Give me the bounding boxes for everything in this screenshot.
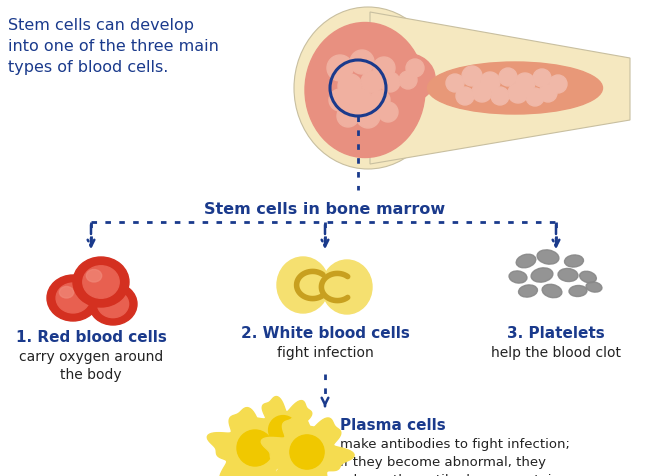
- Circle shape: [380, 72, 400, 92]
- Circle shape: [539, 84, 557, 102]
- Circle shape: [268, 416, 298, 445]
- Ellipse shape: [564, 255, 584, 267]
- Ellipse shape: [47, 275, 99, 321]
- Ellipse shape: [294, 7, 442, 169]
- Circle shape: [327, 55, 353, 81]
- Circle shape: [378, 102, 398, 122]
- Text: help the blood clot: help the blood clot: [491, 346, 621, 360]
- Circle shape: [549, 75, 567, 93]
- Text: Plasma cells: Plasma cells: [340, 418, 446, 433]
- Ellipse shape: [519, 285, 538, 297]
- Ellipse shape: [542, 284, 562, 298]
- Circle shape: [526, 88, 544, 106]
- Circle shape: [338, 74, 362, 98]
- Circle shape: [237, 430, 273, 466]
- Ellipse shape: [516, 254, 536, 268]
- Ellipse shape: [586, 282, 602, 292]
- Polygon shape: [261, 413, 354, 476]
- Ellipse shape: [56, 283, 90, 313]
- Circle shape: [480, 72, 500, 92]
- Circle shape: [462, 66, 482, 86]
- Circle shape: [361, 71, 383, 93]
- Ellipse shape: [569, 286, 587, 297]
- Circle shape: [329, 89, 351, 111]
- Circle shape: [446, 74, 464, 92]
- Circle shape: [515, 73, 535, 93]
- Circle shape: [373, 57, 395, 79]
- Ellipse shape: [375, 53, 435, 103]
- Circle shape: [499, 68, 517, 86]
- Ellipse shape: [580, 271, 596, 283]
- Ellipse shape: [322, 260, 372, 314]
- Ellipse shape: [83, 266, 119, 298]
- Ellipse shape: [558, 268, 578, 281]
- Ellipse shape: [89, 283, 137, 325]
- Text: 1. Red blood cells: 1. Red blood cells: [16, 330, 166, 345]
- Circle shape: [406, 59, 424, 77]
- Ellipse shape: [59, 287, 73, 298]
- Ellipse shape: [86, 269, 101, 282]
- Text: 2. White blood cells: 2. White blood cells: [240, 326, 410, 341]
- Polygon shape: [370, 12, 630, 164]
- Circle shape: [370, 90, 390, 110]
- Circle shape: [491, 87, 509, 105]
- Text: fight infection: fight infection: [277, 346, 373, 360]
- Text: Stem cells can develop
into one of the three main
types of blood cells.: Stem cells can develop into one of the t…: [8, 18, 219, 75]
- Circle shape: [508, 83, 528, 103]
- Polygon shape: [243, 397, 324, 465]
- Ellipse shape: [100, 294, 114, 304]
- Circle shape: [290, 435, 324, 469]
- Ellipse shape: [531, 268, 553, 282]
- Text: 3. Platelets: 3. Platelets: [507, 326, 605, 341]
- Ellipse shape: [277, 257, 329, 313]
- Circle shape: [399, 71, 417, 89]
- Polygon shape: [207, 407, 304, 476]
- Circle shape: [348, 88, 372, 112]
- Circle shape: [472, 82, 492, 102]
- Text: carry oxygen around
the body: carry oxygen around the body: [19, 350, 163, 382]
- Text: Stem cells in bone marrow: Stem cells in bone marrow: [205, 202, 445, 217]
- Ellipse shape: [305, 22, 425, 158]
- Polygon shape: [330, 30, 390, 146]
- Ellipse shape: [428, 62, 603, 114]
- Text: make antibodies to fight infection;
if they become abnormal, they
release the an: make antibodies to fight infection; if t…: [340, 438, 570, 476]
- Circle shape: [350, 50, 374, 74]
- Ellipse shape: [73, 257, 129, 307]
- Circle shape: [356, 104, 380, 128]
- Ellipse shape: [509, 271, 527, 283]
- Circle shape: [456, 87, 474, 105]
- Circle shape: [337, 105, 359, 127]
- Ellipse shape: [98, 290, 129, 317]
- Ellipse shape: [537, 250, 559, 264]
- Circle shape: [533, 69, 551, 87]
